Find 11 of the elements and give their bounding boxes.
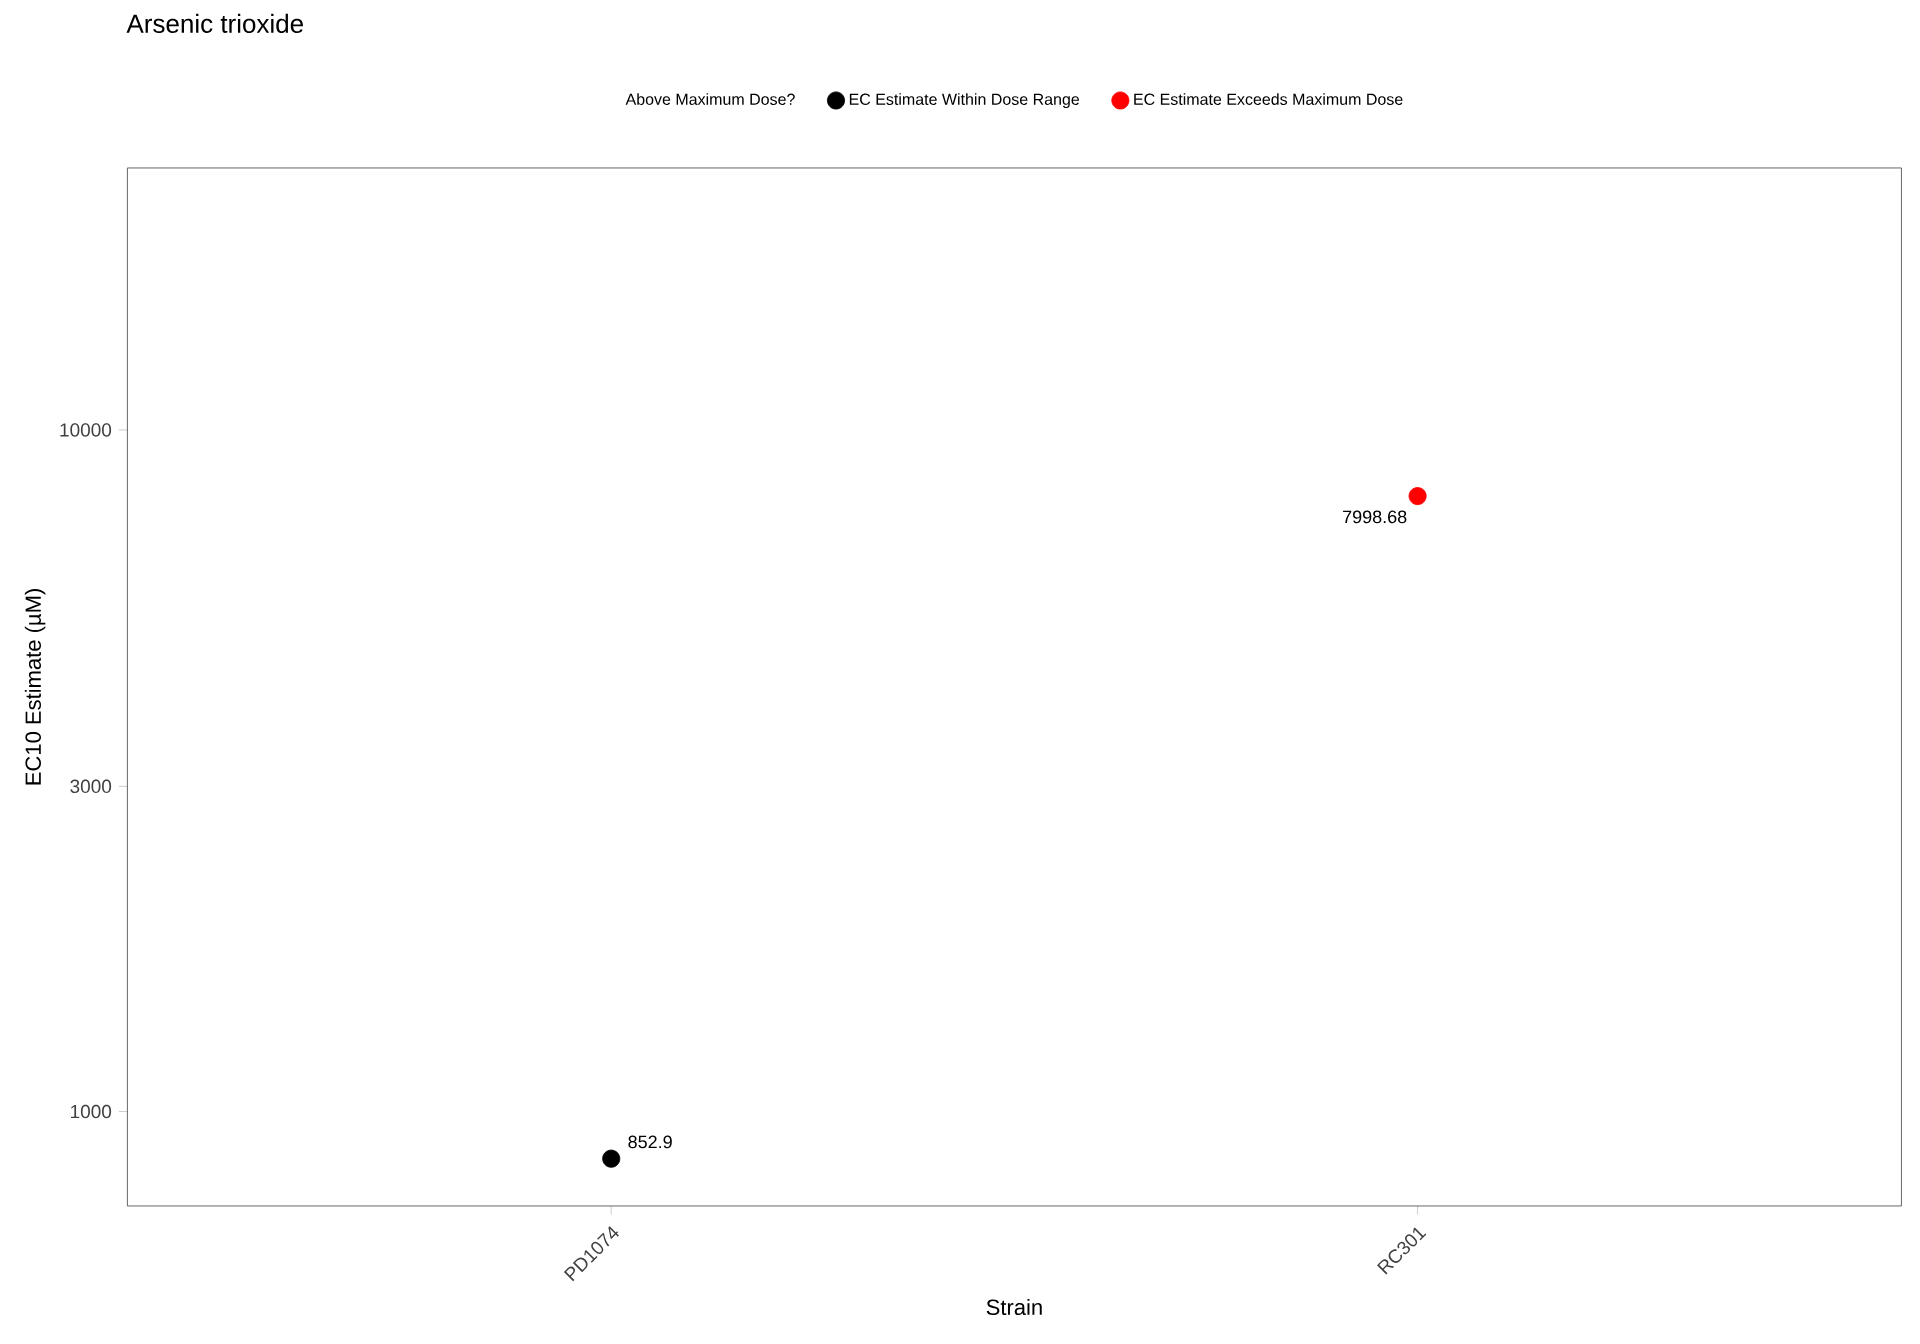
legend-label: EC Estimate Within Dose Range [849,93,1080,109]
y-axis-title: EC10 Estimate (µM) [24,589,46,785]
data-label: 7998.68 [1343,510,1407,524]
legend-title: Above Maximum Dose? [625,93,795,105]
legend-label: EC Estimate Exceeds Maximum Dose [1134,93,1403,105]
data-label: 852.9 [628,1135,672,1149]
y-tick-label: 1000 [71,1104,112,1119]
y-tick-label: 3000 [70,779,112,794]
y-tick-label: 10000 [60,423,112,437]
chart-title: Arsenic trioxide [126,13,303,33]
x-axis-title: Strain [986,1298,1042,1316]
